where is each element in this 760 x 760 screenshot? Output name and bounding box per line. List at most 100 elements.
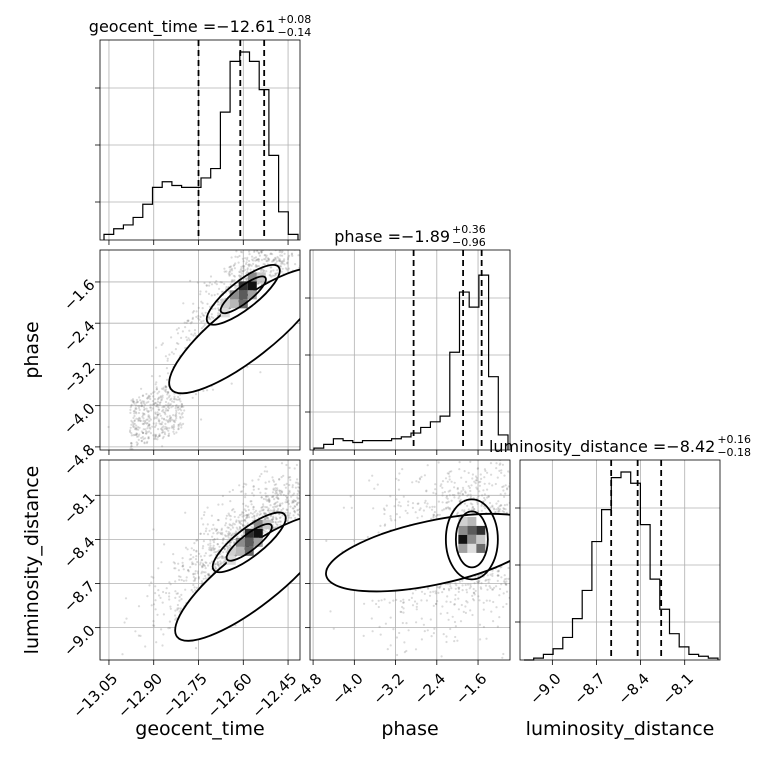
sample-point (497, 574, 500, 577)
sample-point (278, 250, 281, 254)
sample-point (303, 467, 305, 469)
sample-point (497, 569, 500, 572)
sample-point (527, 600, 529, 602)
sample-point (450, 470, 453, 473)
sample-point (138, 396, 141, 399)
sample-point (177, 569, 180, 572)
sample-point (241, 524, 245, 527)
sample-point (316, 218, 318, 220)
sample-point (461, 509, 464, 512)
sample-point (555, 495, 557, 497)
sample-point (545, 575, 547, 577)
sample-point (217, 562, 220, 566)
sample-point (458, 580, 461, 583)
sample-point (415, 608, 418, 611)
sample-point (383, 598, 386, 601)
sample-point (549, 560, 551, 562)
sample-point (208, 554, 211, 557)
sample-point (270, 495, 273, 498)
sample-point (478, 574, 481, 577)
sample-point (176, 592, 179, 595)
sample-point (129, 447, 132, 450)
sample-point (440, 655, 443, 658)
sample-point (157, 408, 160, 411)
title-geocent_time: geocent_time = −12.61 +0.08−0.14 (89, 13, 311, 39)
sample-point (458, 468, 461, 471)
sample-point (268, 243, 270, 245)
sample-point (327, 156, 329, 158)
sample-point (483, 493, 486, 496)
sample-point (153, 433, 156, 436)
sample-point (167, 434, 170, 437)
sample-point (505, 580, 508, 583)
sample-point (174, 404, 177, 408)
sample-point (201, 547, 204, 550)
sample-point (538, 469, 540, 471)
sample-point (145, 401, 148, 404)
sample-point (165, 587, 168, 590)
sample-point (329, 504, 331, 506)
sample-point (146, 422, 149, 425)
sample-point (271, 253, 274, 256)
sample-point (233, 515, 236, 518)
sample-point (373, 420, 375, 422)
sample-point (274, 487, 277, 490)
sample-point (510, 509, 512, 511)
sample-point (230, 534, 233, 537)
sample-point (139, 399, 142, 402)
sample-point (181, 412, 184, 415)
sample-point (137, 438, 140, 441)
sample-point (469, 585, 472, 588)
sample-point (178, 595, 181, 599)
sample-point (149, 406, 152, 409)
sample-point (285, 496, 288, 499)
sample-point (304, 490, 306, 492)
sample-point (204, 561, 207, 564)
sample-point (532, 529, 534, 531)
sample-point (446, 501, 449, 504)
sample-point (135, 428, 138, 431)
sample-point (227, 290, 230, 293)
sample-point (165, 427, 168, 430)
sample-point (473, 456, 475, 458)
sample-point (294, 263, 297, 266)
sample-point (202, 545, 205, 548)
sample-point (268, 258, 271, 261)
sample-point (212, 547, 215, 550)
sample-point (274, 244, 276, 246)
sample-point (433, 505, 436, 508)
sample-point (257, 237, 259, 239)
sample-point (290, 209, 292, 211)
sample-point (451, 615, 454, 618)
sample-point (286, 222, 288, 224)
sample-point (248, 516, 251, 519)
sample-point (216, 561, 219, 564)
sample-point (457, 587, 460, 591)
sample-point (296, 513, 299, 516)
sample-point (323, 514, 325, 516)
sample-point (164, 385, 167, 388)
sample-point (270, 269, 273, 273)
sample-point (524, 520, 526, 522)
sample-point (328, 497, 330, 499)
sample-point (527, 489, 529, 491)
sample-point (266, 499, 269, 502)
sample-point (180, 598, 183, 601)
sample-point (175, 409, 178, 412)
sample-point (469, 583, 472, 586)
sample-point (376, 483, 379, 486)
sample-point (266, 516, 269, 519)
sample-point (338, 195, 340, 197)
sample-point (373, 487, 376, 490)
sample-point (258, 475, 261, 478)
sample-point (245, 483, 248, 486)
sample-point (191, 590, 194, 593)
sample-point (197, 577, 200, 580)
sample-point (525, 462, 527, 464)
sample-point (317, 485, 319, 487)
sample-point (539, 535, 541, 537)
sample-point (154, 411, 157, 414)
sample-point (219, 563, 222, 566)
sample-point (263, 242, 265, 244)
sample-point (529, 536, 531, 538)
